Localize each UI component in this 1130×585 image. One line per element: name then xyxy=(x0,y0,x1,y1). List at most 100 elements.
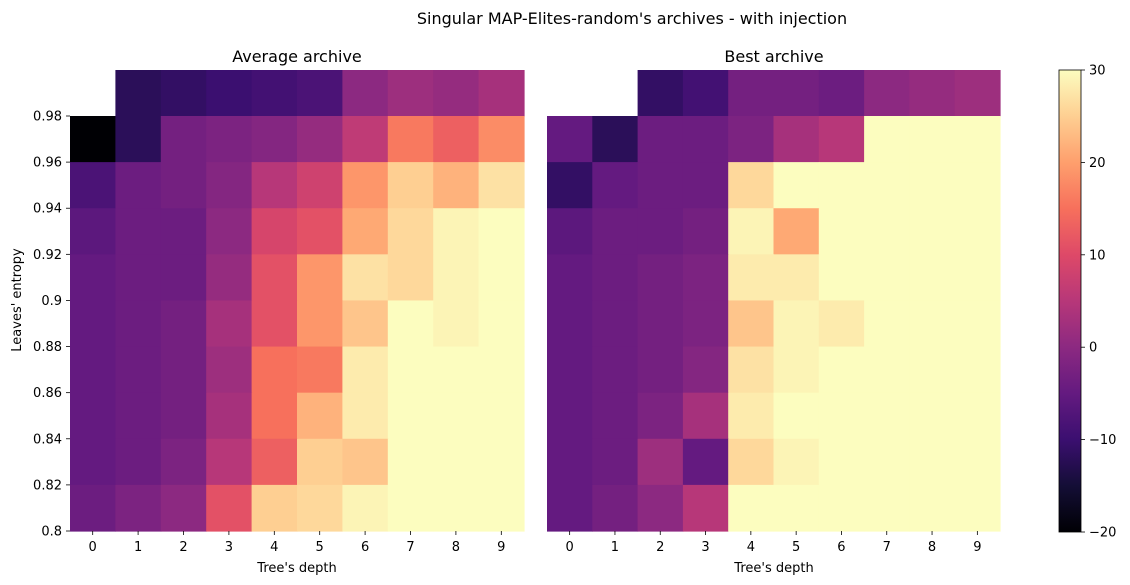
heatmap-cell xyxy=(864,392,910,440)
heatmap-cell xyxy=(70,254,116,302)
heatmap-cell xyxy=(909,162,956,209)
x-tick-label: 9 xyxy=(973,540,981,555)
x-tick-label: 7 xyxy=(883,540,891,555)
y-tick-label: 0.92 xyxy=(33,248,62,263)
heatmap-cell xyxy=(387,438,434,486)
heatmap-cell xyxy=(115,438,162,486)
heatmap-cell xyxy=(592,438,639,486)
colorbar-ticks: −20 −10 0 10 20 30 xyxy=(1081,64,1116,541)
heatmap-cell xyxy=(387,162,434,209)
heatmap-cell xyxy=(387,208,434,255)
heatmap-cell xyxy=(297,392,343,440)
heatmap-cell xyxy=(342,346,389,394)
heatmap-cell xyxy=(478,346,525,394)
x-tick-label: 4 xyxy=(270,540,278,555)
heatmap-cell xyxy=(160,392,207,440)
heatmap-cell xyxy=(818,162,865,209)
x-tick-label: 1 xyxy=(134,540,142,555)
y-tick-label: 0.94 xyxy=(33,202,62,217)
heatmap-cell xyxy=(818,300,865,348)
heatmap-cell xyxy=(251,392,298,440)
heatmap-cell xyxy=(547,162,593,209)
heatmap-cell xyxy=(115,162,162,209)
heatmap-cell xyxy=(818,484,865,532)
heatmap-cell xyxy=(251,300,298,348)
heatmap-cell xyxy=(773,70,820,117)
heatmap-cell xyxy=(909,300,956,348)
heatmap-cell xyxy=(864,484,910,532)
heatmap-cell xyxy=(433,162,480,209)
heatmap-cell xyxy=(592,346,639,394)
heatmap-cell xyxy=(433,392,480,440)
x-tick-label: 9 xyxy=(497,540,505,555)
heatmap-cell xyxy=(909,208,956,255)
heatmap-cell xyxy=(251,70,298,117)
colorbar: −20 −10 0 10 20 30 xyxy=(1058,64,1116,541)
heatmap-cell xyxy=(773,392,820,440)
heatmap-cell xyxy=(433,254,480,302)
heatmap-cell xyxy=(592,208,639,255)
heatmap-cell xyxy=(592,254,639,302)
heatmap-cell xyxy=(954,346,1001,394)
y-tick-label: 0.82 xyxy=(33,478,62,493)
heatmap-cell xyxy=(864,300,910,348)
heatmap-cell xyxy=(342,116,389,163)
heatmap-cell xyxy=(682,254,729,302)
x-tick-label: 7 xyxy=(406,540,414,555)
x-tick-label: 6 xyxy=(837,540,845,555)
heatmap-cell xyxy=(70,484,116,532)
x-tick-label: 6 xyxy=(361,540,369,555)
heatmap-cell xyxy=(637,484,684,532)
heatmap-cell xyxy=(818,392,865,440)
heatmap-cell xyxy=(297,70,343,117)
figure-title: Singular MAP-Elites-random's archives - … xyxy=(417,9,847,28)
heatmap-cell xyxy=(297,438,343,486)
heatmap-cell xyxy=(909,484,956,532)
heatmap-cell xyxy=(478,116,525,163)
heatmap-cell xyxy=(864,70,910,117)
heatmap-cell xyxy=(682,438,729,486)
y-tick-label: 0.96 xyxy=(33,156,62,171)
heatmap-cell xyxy=(728,208,775,255)
best-archive-title: Best archive xyxy=(724,47,823,66)
heatmap-cell xyxy=(773,162,820,209)
heatmap-cell xyxy=(478,300,525,348)
heatmap-cell xyxy=(637,208,684,255)
average-archive-y-ticks: 0.98 0.96 0.94 0.92 0.9 0.88 0.86 0.84 0.82 0.8 xyxy=(33,110,70,540)
heatmap-cell xyxy=(115,208,162,255)
heatmap-cell xyxy=(728,346,775,394)
best-archive-panel: Best archive 0 1 2 3 4 5 6 7 8 9 Tree's depth xyxy=(547,47,1001,576)
heatmap-cell xyxy=(864,162,910,209)
x-tick-label: 3 xyxy=(225,540,233,555)
colorbar-tick-label: 10 xyxy=(1089,248,1106,263)
heatmap-cell xyxy=(342,162,389,209)
heatmap-cell xyxy=(773,438,820,486)
heatmap-cell xyxy=(864,438,910,486)
heatmap-cell xyxy=(909,438,956,486)
heatmap-cell xyxy=(297,208,343,255)
heatmap-cell xyxy=(682,484,729,532)
colorbar-tick-label: 20 xyxy=(1089,156,1106,171)
heatmap-cell xyxy=(387,300,434,348)
heatmap-cell xyxy=(115,70,162,117)
heatmap-cell xyxy=(251,484,298,532)
heatmap-cell xyxy=(206,70,253,117)
heatmap-cell xyxy=(637,116,684,163)
heatmap-cell xyxy=(637,300,684,348)
heatmap-cell xyxy=(637,70,684,117)
best-archive-x-ticks: 0 1 2 3 4 5 6 7 8 9 xyxy=(566,531,981,555)
heatmap-cell xyxy=(728,300,775,348)
heatmap-cell xyxy=(297,484,343,532)
average-archive-title: Average archive xyxy=(232,47,362,66)
heatmap-cell xyxy=(342,208,389,255)
heatmap-cell xyxy=(954,116,1001,163)
heatmap-cell xyxy=(637,392,684,440)
heatmap-cell xyxy=(297,162,343,209)
heatmap-cell xyxy=(682,392,729,440)
heatmap-cell xyxy=(909,116,956,163)
heatmap-cell xyxy=(909,392,956,440)
heatmap-cell xyxy=(954,208,1001,255)
heatmap-cell xyxy=(342,392,389,440)
y-tick-label: 0.84 xyxy=(33,432,62,447)
